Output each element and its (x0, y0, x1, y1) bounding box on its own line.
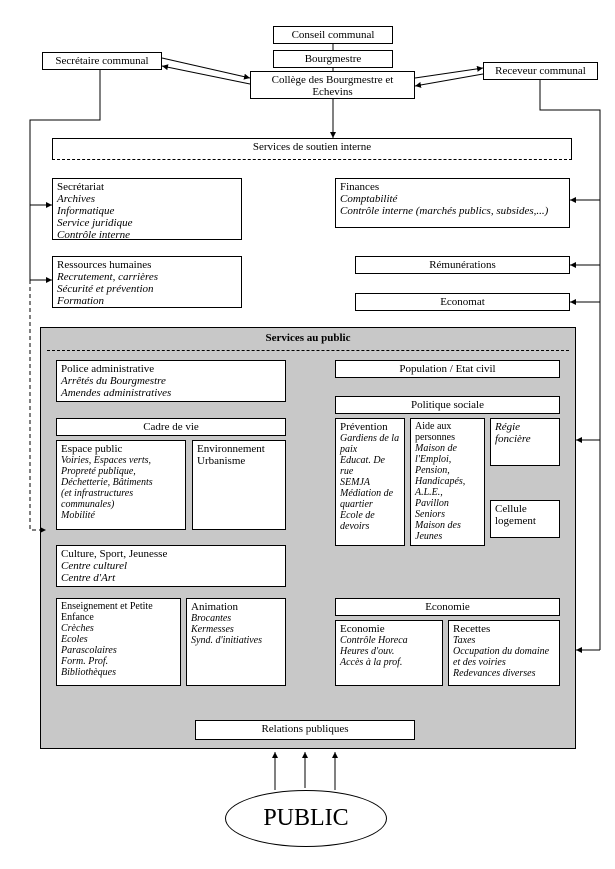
economie-header-label: Economie (425, 601, 470, 613)
aide-items: Maison de l'Emploi, Pension, Handicapés,… (415, 443, 480, 542)
regie-box: Régie foncière (490, 418, 560, 466)
animation-items: Brocantes Kermesses Synd. d'initiatives (191, 613, 281, 646)
population-label: Population / Etat civil (399, 363, 495, 375)
aide-title: Aide aux personnes (415, 421, 480, 443)
soutien-panel-title: Services de soutien interne (52, 138, 572, 160)
env-title: Environnement Urbanisme (197, 443, 281, 467)
remunerations-box: Rémunérations (355, 256, 570, 274)
police-box: Police administrative Arrêtés du Bourgme… (56, 360, 286, 402)
remunerations-label: Rémunérations (429, 259, 496, 271)
bourgmestre-label: Bourgmestre (305, 53, 362, 65)
rh-items: Recrutement, carrières Sécurité et préve… (57, 271, 237, 307)
cellule-label: Cellule logement (495, 503, 555, 527)
animation-title: Animation (191, 601, 281, 613)
econ-items: Contrôle Horeca Heures d'ouv. Accès à la… (340, 635, 438, 668)
enseignement-box: Enseignement et Petite Enfance Crèches E… (56, 598, 181, 686)
secretariat-title: Secrétariat (57, 181, 237, 193)
college-box: Collège des Bourgmestre et Echevins (250, 71, 415, 99)
espace-title: Espace public (61, 443, 181, 455)
population-box: Population / Etat civil (335, 360, 560, 378)
economat-box: Economat (355, 293, 570, 311)
finances-items: Comptabilité Contrôle interne (marchés p… (340, 193, 565, 217)
secretariat-box: Secrétariat Archives Informatique Servic… (52, 178, 242, 240)
culture-title: Culture, Sport, Jeunesse (61, 548, 281, 560)
culture-items: Centre culturel Centre d'Art (61, 560, 281, 584)
secretariat-items: Archives Informatique Service juridique … (57, 193, 237, 241)
espace-box: Espace public Voiries, Espaces verts, Pr… (56, 440, 186, 530)
cadre-header: Cadre de vie (56, 418, 286, 436)
cellule-box: Cellule logement (490, 500, 560, 538)
panel-separator (47, 350, 569, 351)
bourgmestre-box: Bourgmestre (273, 50, 393, 68)
env-box: Environnement Urbanisme (192, 440, 286, 530)
social-header-label: Politique sociale (411, 399, 484, 411)
econ-title: Economie (340, 623, 438, 635)
aide-box: Aide aux personnes Maison de l'Emploi, P… (410, 418, 485, 546)
police-items: Arrêtés du Bourgmestre Amendes administr… (61, 375, 281, 399)
finances-box: Finances Comptabilité Contrôle interne (… (335, 178, 570, 228)
social-header: Politique sociale (335, 396, 560, 414)
receveur-label: Receveur communal (495, 65, 586, 77)
soutien-title-label: Services de soutien interne (253, 141, 371, 153)
conseil-box: Conseil communal (273, 26, 393, 44)
animation-box: Animation Brocantes Kermesses Synd. d'in… (186, 598, 286, 686)
economie-header: Economie (335, 598, 560, 616)
prevention-box: Prévention Gardiens de la paix Educat. D… (335, 418, 405, 546)
public-ellipse-label: PUBLIC (263, 805, 348, 832)
rh-title: Ressources humaines (57, 259, 237, 271)
secretaire-box: Secrétaire communal (42, 52, 162, 70)
enseignement-title: Enseignement et Petite Enfance (61, 601, 176, 623)
econ-box: Economie Contrôle Horeca Heures d'ouv. A… (335, 620, 443, 686)
prevention-items: Gardiens de la paix Educat. De rue SEMJA… (340, 433, 400, 532)
recettes-box: Recettes Taxes Occupation du domaine et … (448, 620, 560, 686)
police-title: Police administrative (61, 363, 281, 375)
rh-box: Ressources humaines Recrutement, carrièr… (52, 256, 242, 308)
public-panel-title: Services au public (41, 332, 575, 344)
economat-label: Economat (440, 296, 485, 308)
relations-box: Relations publiques (195, 720, 415, 740)
conseil-label: Conseil communal (292, 29, 375, 41)
recettes-items: Taxes Occupation du domaine et des voiri… (453, 635, 555, 679)
enseignement-items: Crèches Ecoles Parascolaires Form. Prof.… (61, 623, 176, 678)
recettes-title: Recettes (453, 623, 555, 635)
secretaire-label: Secrétaire communal (55, 55, 148, 67)
culture-box: Culture, Sport, Jeunesse Centre culturel… (56, 545, 286, 587)
receveur-box: Receveur communal (483, 62, 598, 80)
finances-title: Finances (340, 181, 565, 193)
espace-items: Voiries, Espaces verts, Propreté publiqu… (61, 455, 181, 521)
public-ellipse: PUBLIC (225, 790, 387, 847)
regie-label: Régie foncière (495, 421, 555, 445)
prevention-title: Prévention (340, 421, 400, 433)
college-label: Collège des Bourgmestre et Echevins (272, 74, 394, 98)
cadre-header-label: Cadre de vie (143, 421, 199, 433)
relations-label: Relations publiques (261, 723, 348, 735)
